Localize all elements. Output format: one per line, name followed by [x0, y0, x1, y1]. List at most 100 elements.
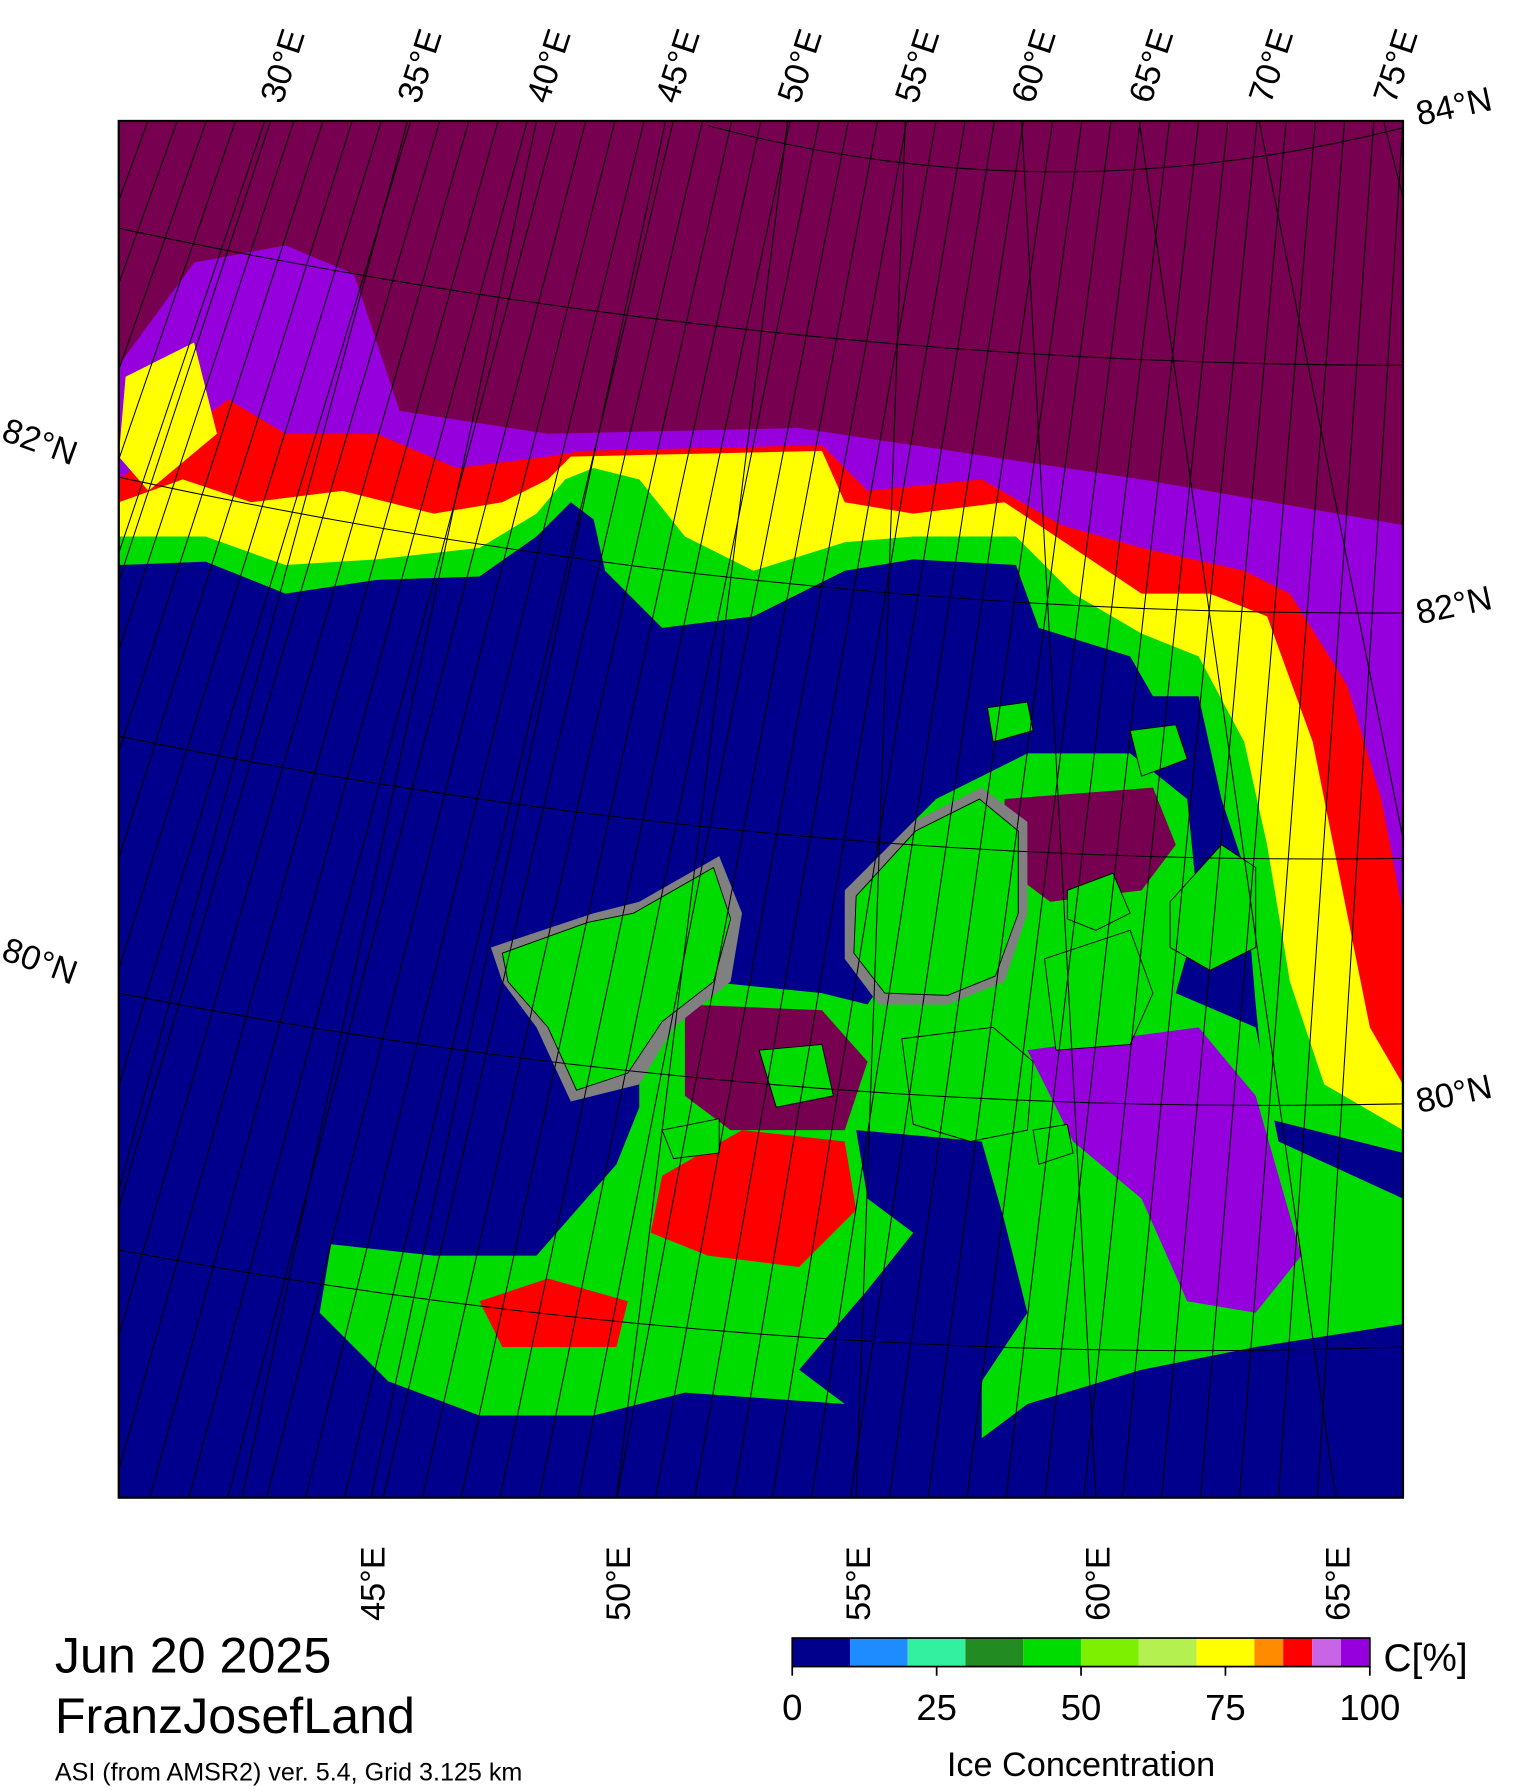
- meridian: [118, 120, 272, 583]
- meridian: [149, 120, 528, 1498]
- parallel-82n: [118, 476, 1403, 614]
- island: [853, 798, 1019, 996]
- meridian: [810, 120, 1025, 1498]
- meridian: [1316, 120, 1403, 1498]
- island: [1066, 872, 1131, 931]
- map-area: [118, 120, 1403, 1498]
- meridian: [382, 120, 703, 1498]
- meridian: [655, 120, 908, 1498]
- colorbar-segment: [1340, 1638, 1370, 1667]
- meridian-label: 35°E: [390, 25, 449, 108]
- date: Jun 20 2025: [55, 1627, 331, 1683]
- colorbar-segment: [1081, 1638, 1139, 1667]
- meridian: [188, 120, 558, 1498]
- meridian: [1277, 120, 1375, 1498]
- meridian: [118, 120, 499, 1472]
- meridian: [499, 120, 791, 1498]
- meridian: [118, 120, 266, 555]
- meridian: [118, 120, 353, 861]
- meridian: [370, 120, 667, 1498]
- meridian: [460, 120, 762, 1498]
- meridian: [888, 120, 1083, 1498]
- meridian: [1138, 120, 1337, 1498]
- colorbar-tick-label: 0: [782, 1687, 802, 1728]
- meridian: [118, 120, 295, 653]
- colorbar-tick-label: 50: [1061, 1687, 1102, 1728]
- parallel-label: 82°N: [0, 411, 82, 473]
- colorbar-segment: [1138, 1638, 1197, 1667]
- graticule: [118, 120, 1403, 1498]
- meridian: [305, 120, 645, 1498]
- colorbar-segment: [1254, 1638, 1284, 1667]
- source-note: ASI (from AMSR2) ver. 5.4, Grid 3.125 km: [55, 1759, 522, 1787]
- parallel-label: 80°N: [1413, 1068, 1496, 1121]
- ice-patch-red: [650, 1130, 857, 1268]
- meridian-label: 55°E: [840, 1546, 878, 1621]
- colorbar-tick-label: 100: [1339, 1687, 1400, 1728]
- meridian-label: 60°E: [1005, 25, 1064, 108]
- parallel-label: 80°N: [0, 931, 82, 993]
- colorbar-segment: [1196, 1638, 1255, 1667]
- island: [1044, 929, 1154, 1051]
- meridian-label: 40°E: [519, 25, 578, 108]
- meridian: [616, 120, 879, 1498]
- meridian: [118, 120, 207, 372]
- colorbar-segment: [965, 1638, 1024, 1667]
- region-name: FranzJosefLand: [55, 1688, 415, 1744]
- meridian: [1238, 120, 1346, 1498]
- meridian: [118, 120, 412, 1088]
- meridian: [1021, 120, 1097, 1498]
- meridian: [241, 120, 538, 1498]
- meridian: [118, 120, 324, 754]
- meridian-label: 50°E: [771, 25, 830, 108]
- parallel-label: 82°N: [1413, 579, 1496, 632]
- meridian-label: 50°E: [600, 1546, 638, 1621]
- meridian-label: 45°E: [648, 25, 707, 108]
- meridian: [118, 120, 382, 972]
- meridian-label: 30°E: [253, 25, 312, 108]
- island: [758, 1043, 834, 1108]
- ice-patch: [118, 342, 217, 491]
- colorbar-segment: [907, 1638, 966, 1667]
- parallel-84n: [707, 125, 1403, 173]
- island: [1169, 844, 1257, 971]
- parallel-80n: [118, 992, 1403, 1106]
- meridian: [615, 120, 789, 1498]
- meridian: [343, 120, 674, 1498]
- colorbar-label: Ice Concentration: [947, 1746, 1215, 1784]
- parallel-81n: [118, 735, 1403, 860]
- island: [661, 1118, 720, 1160]
- meridian: [1044, 120, 1200, 1498]
- meridian: [733, 120, 966, 1498]
- island: [501, 866, 732, 1091]
- colorbar-segment: [792, 1638, 851, 1667]
- meridian: [118, 120, 409, 1192]
- colorbar-tick-label: 75: [1205, 1687, 1246, 1728]
- meridian: [1083, 120, 1229, 1498]
- colorbar-segment: [1312, 1638, 1341, 1667]
- meridian: [577, 120, 849, 1498]
- colorbar-segment: [1283, 1638, 1313, 1667]
- ice-patch-red: [479, 1278, 628, 1347]
- ice-patch-purple: [1027, 1027, 1302, 1313]
- meridian: [227, 120, 587, 1498]
- meridian: [118, 120, 236, 462]
- meridian: [1161, 120, 1287, 1498]
- meridian: [118, 120, 470, 1338]
- meridian: [772, 120, 995, 1498]
- archipelago-ice-green: [319, 753, 1403, 1439]
- island: [1129, 724, 1188, 777]
- meridian: [1258, 120, 1403, 841]
- island: [901, 1026, 1034, 1142]
- meridian: [118, 120, 441, 1210]
- parallel-label: 84°N: [1413, 80, 1496, 133]
- meridian: [1122, 120, 1258, 1498]
- meridian: [421, 120, 733, 1498]
- parallel-83n: [118, 227, 1403, 366]
- colorbar: 0 25 50 75 100: [782, 1637, 1400, 1728]
- meridian-label: 65°E: [1122, 25, 1181, 108]
- ice-patch-dark: [1004, 787, 1176, 902]
- meridian-label: 65°E: [1319, 1546, 1357, 1621]
- meridian: [927, 120, 1112, 1498]
